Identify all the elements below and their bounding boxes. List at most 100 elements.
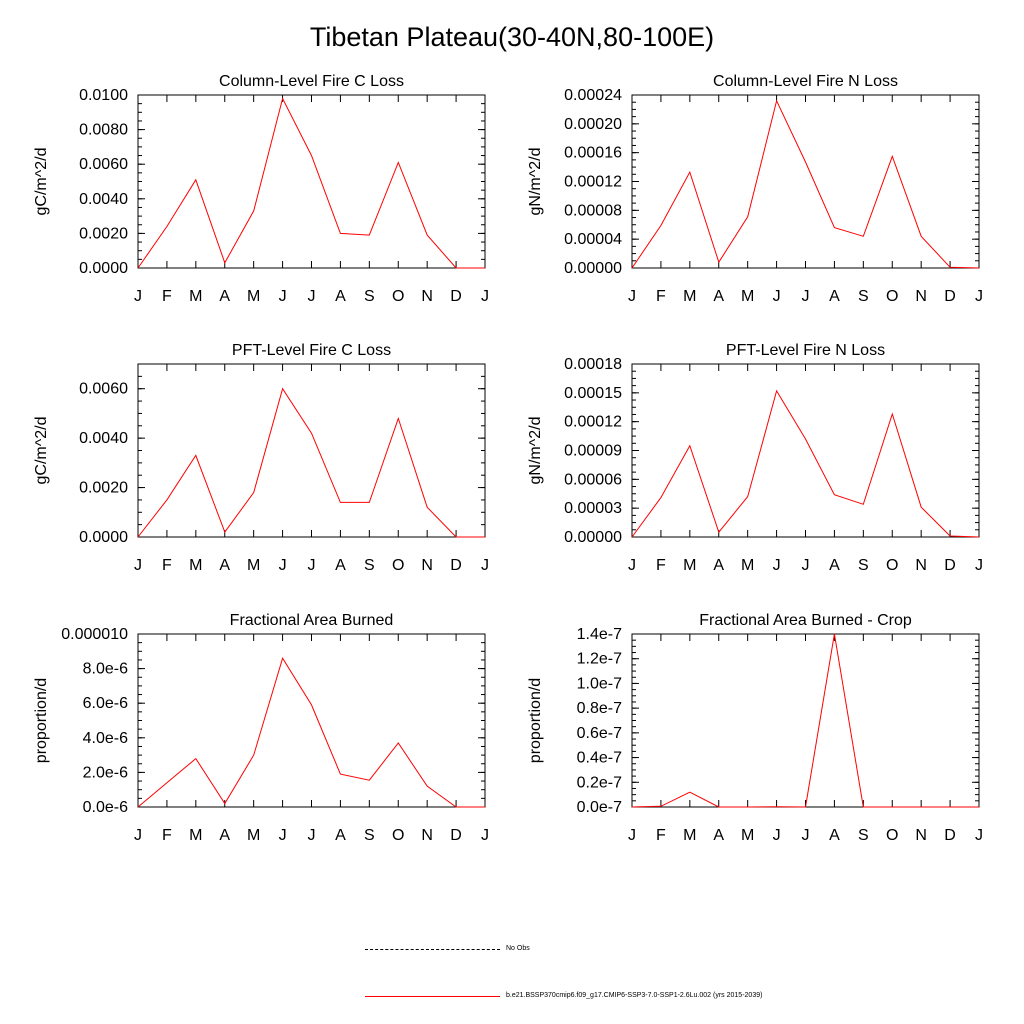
x-tick-label: S bbox=[858, 288, 869, 305]
plot-frame bbox=[631, 633, 980, 808]
plot-frame bbox=[137, 633, 486, 808]
plot-frame bbox=[137, 363, 486, 538]
chart-panel-2: Column-Level Fire N Loss gN/m^2/d 0.00000 0… bbox=[527, 73, 983, 305]
y-tick-label: 0.00020 bbox=[564, 116, 622, 133]
x-tick-label: J bbox=[279, 557, 287, 574]
x-tick-label: N bbox=[915, 557, 927, 574]
chart-title: Fractional Area Burned - Crop bbox=[699, 612, 912, 629]
x-tick-label: F bbox=[656, 288, 666, 305]
x-tick-label: D bbox=[944, 827, 956, 844]
x-tick-label: F bbox=[162, 288, 172, 305]
x-tick-label: S bbox=[858, 827, 869, 844]
chart-title: Fractional Area Burned bbox=[230, 612, 394, 629]
x-tick-label: F bbox=[656, 827, 666, 844]
y-axis-label: proportion/d bbox=[33, 678, 50, 763]
x-tick-label: S bbox=[364, 827, 375, 844]
legend-line-model bbox=[365, 996, 500, 997]
x-tick-label: J bbox=[481, 288, 489, 305]
x-tick-label: D bbox=[450, 827, 462, 844]
x-tick-label: N bbox=[421, 827, 433, 844]
y-tick-label: 0.8e-7 bbox=[577, 700, 622, 717]
x-tick-label: M bbox=[683, 288, 696, 305]
x-tick-label: F bbox=[162, 827, 172, 844]
x-tick-label: J bbox=[773, 827, 781, 844]
series-line bbox=[137, 387, 485, 538]
legend-label-no-obs: No Obs bbox=[506, 945, 530, 952]
x-tick-label: J bbox=[628, 288, 636, 305]
y-tick-label: 0.00006 bbox=[564, 471, 622, 488]
y-tick-label: 6.0e-6 bbox=[83, 695, 128, 712]
x-tick-label: F bbox=[656, 557, 666, 574]
y-tick-label: 0.0020 bbox=[79, 225, 128, 242]
x-tick-label: N bbox=[421, 557, 433, 574]
x-tick-label: N bbox=[915, 288, 927, 305]
chart-panel-5: Fractional Area Burned proportion/d 0.0e-6… bbox=[33, 612, 489, 844]
chart-title: Column-Level Fire C Loss bbox=[219, 73, 404, 90]
x-tick-label: M bbox=[189, 557, 202, 574]
chart-title: PFT-Level Fire N Loss bbox=[726, 342, 885, 359]
y-tick-label: 0.0080 bbox=[79, 122, 128, 139]
x-tick-label: J bbox=[134, 288, 142, 305]
y-tick-label: 0.0060 bbox=[79, 156, 128, 173]
x-tick-label: A bbox=[219, 557, 230, 574]
x-tick-label: F bbox=[162, 557, 172, 574]
chart-panel-6: Fractional Area Burned - Crop proportion/… bbox=[527, 612, 983, 844]
x-tick-label: J bbox=[481, 557, 489, 574]
y-axis-label: proportion/d bbox=[527, 678, 544, 763]
y-tick-label: 0.0000 bbox=[79, 529, 128, 546]
x-tick-label: A bbox=[713, 827, 724, 844]
series-line bbox=[137, 656, 485, 808]
y-tick-label: 0.0020 bbox=[79, 480, 128, 497]
legend-line-no-obs bbox=[365, 949, 500, 950]
y-axis-label: gC/m^2/d bbox=[33, 417, 50, 485]
x-tick-label: N bbox=[915, 827, 927, 844]
y-tick-label: 0.00000 bbox=[564, 529, 622, 546]
x-tick-label: O bbox=[392, 827, 404, 844]
x-tick-label: A bbox=[829, 288, 840, 305]
y-tick-label: 0.00008 bbox=[564, 202, 622, 219]
x-tick-label: S bbox=[364, 288, 375, 305]
y-tick-label: 0.0040 bbox=[79, 191, 128, 208]
x-tick-label: J bbox=[975, 557, 983, 574]
x-tick-label: J bbox=[628, 827, 636, 844]
x-tick-label: O bbox=[392, 288, 404, 305]
x-tick-label: D bbox=[944, 557, 956, 574]
y-tick-label: 0.00000 bbox=[564, 260, 622, 277]
y-tick-label: 0.00018 bbox=[564, 356, 622, 373]
y-tick-label: 8.0e-6 bbox=[83, 661, 128, 678]
series-line bbox=[631, 389, 980, 538]
x-tick-label: J bbox=[279, 288, 287, 305]
y-tick-label: 0.000010 bbox=[61, 626, 128, 643]
x-tick-label: J bbox=[975, 827, 983, 844]
x-tick-label: A bbox=[829, 827, 840, 844]
series-line bbox=[137, 97, 485, 269]
y-tick-label: 2.0e-6 bbox=[83, 764, 128, 781]
y-tick-label: 0.4e-7 bbox=[577, 750, 622, 767]
x-tick-label: J bbox=[773, 288, 781, 305]
x-tick-label: M bbox=[247, 288, 260, 305]
y-tick-label: 0.0060 bbox=[79, 381, 128, 398]
x-tick-label: J bbox=[802, 557, 810, 574]
chart-panel-1: Column-Level Fire C Loss gC/m^2/d 0.0000 0.… bbox=[33, 73, 489, 305]
x-tick-label: S bbox=[364, 557, 375, 574]
x-tick-label: A bbox=[219, 288, 230, 305]
x-tick-label: M bbox=[683, 827, 696, 844]
y-tick-label: 0.00015 bbox=[564, 385, 622, 402]
x-tick-label: O bbox=[886, 827, 898, 844]
x-tick-label: J bbox=[773, 557, 781, 574]
y-tick-label: 0.6e-7 bbox=[577, 725, 622, 742]
y-tick-label: 0.00016 bbox=[564, 145, 622, 162]
y-tick-label: 0.00024 bbox=[564, 87, 622, 104]
x-tick-label: J bbox=[308, 827, 316, 844]
x-tick-label: A bbox=[713, 557, 724, 574]
x-tick-label: M bbox=[247, 557, 260, 574]
y-tick-label: 0.0040 bbox=[79, 430, 128, 447]
x-tick-label: J bbox=[308, 288, 316, 305]
series-line bbox=[631, 633, 979, 808]
x-tick-label: A bbox=[335, 827, 346, 844]
x-tick-label: S bbox=[858, 557, 869, 574]
chart-title: PFT-Level Fire C Loss bbox=[232, 342, 391, 359]
y-tick-label: 4.0e-6 bbox=[83, 730, 128, 747]
